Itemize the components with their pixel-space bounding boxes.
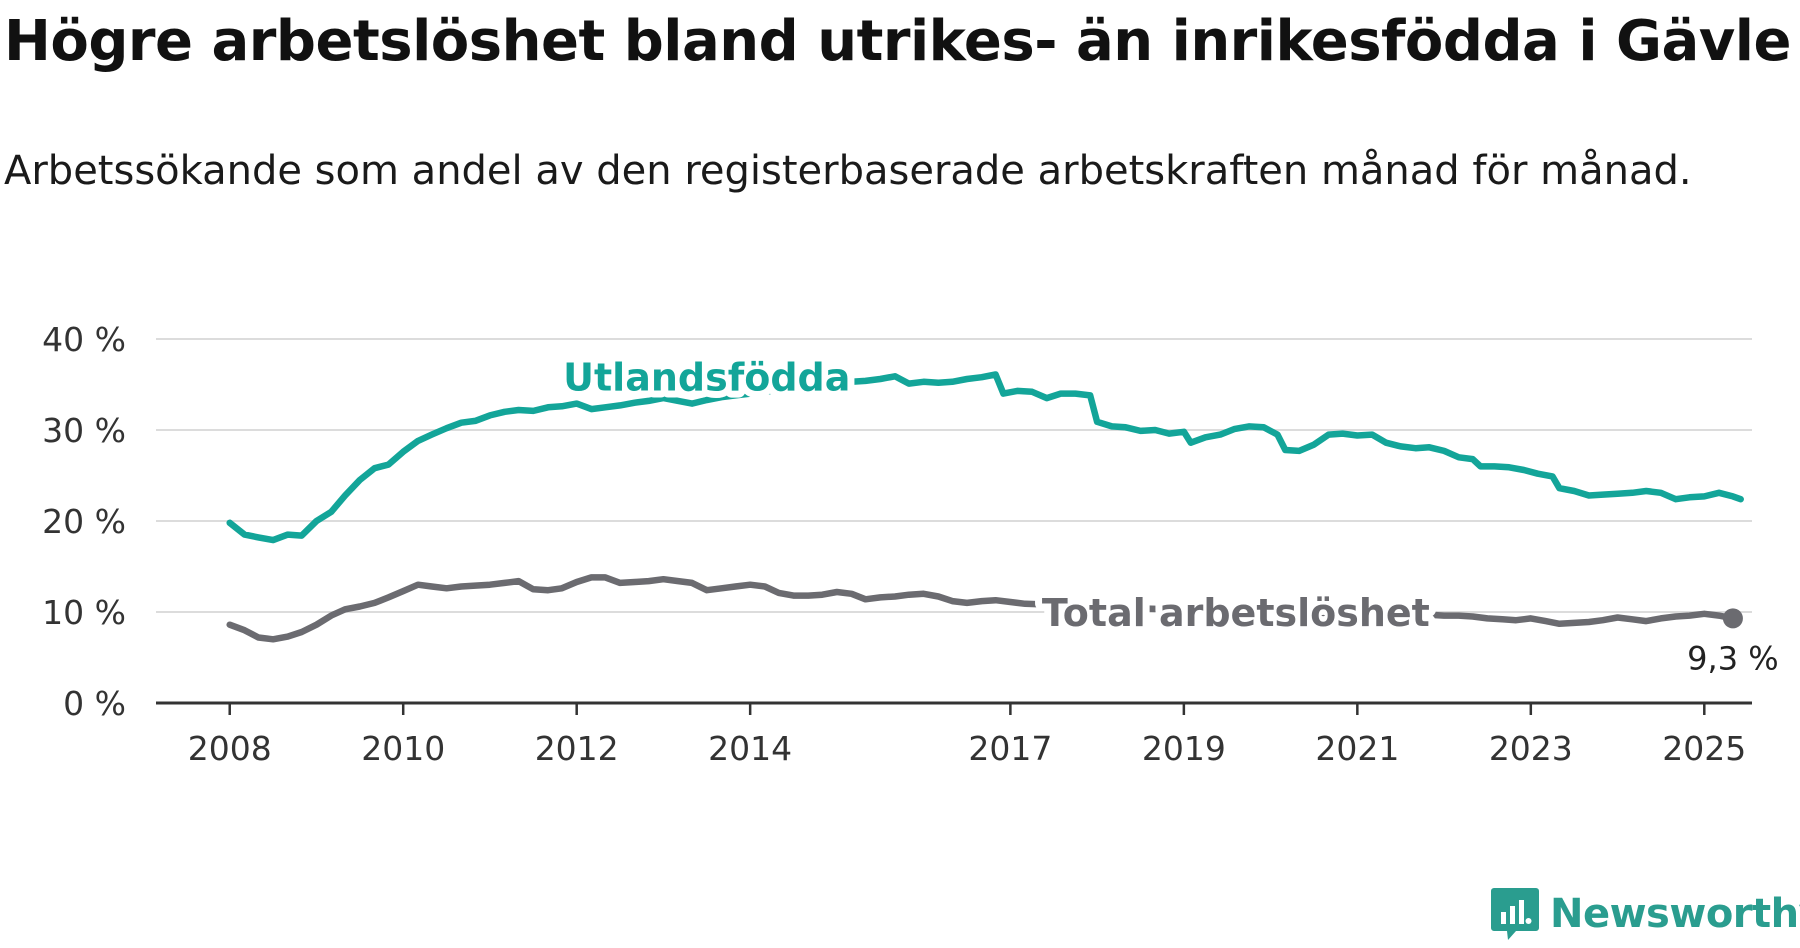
x-tick-label: 2010 [361,729,445,768]
x-tick-label: 2023 [1489,729,1573,768]
x-tick-label: 2012 [535,729,619,768]
y-tick-label: 20 % [42,502,126,541]
series-label-total: Total arbetslöshet [1042,591,1430,635]
gridlines [156,338,1752,613]
series [226,371,1744,643]
y-tick-label: 40 % [42,320,126,359]
y-tick-label: 10 % [42,593,126,632]
series-line-total [226,574,1737,643]
x-tick-label: 2017 [968,729,1052,768]
brand-name: Newsworthy [1550,891,1800,937]
y-tick-label: 0 % [63,684,126,723]
chart-title: Högre arbetslöshet bland utrikes- än inr… [4,9,1791,74]
axes: 0 % 10 % 20 % 30 % 40 % 2008 2010 2012 2014 2017 2… [42,320,1752,768]
x-tick-label: 2025 [1662,729,1746,768]
labels: Utlandsfödda Total arbetslöshet 9,3 % [556,348,1778,677]
x-tick-label: 2014 [708,729,792,768]
series-label-utlandsfodda: Utlandsfödda [563,355,850,399]
y-tick-label: 30 % [42,411,126,450]
x-tick-label: 2019 [1142,729,1226,768]
end-point-marker [1722,608,1743,629]
chart-subtitle: Arbetssökande som andel av den registerb… [4,148,1692,194]
x-tick-label: 2021 [1315,729,1399,768]
series-line-utlandsfodda [226,371,1744,544]
newsworthy-logo-icon [1491,888,1539,940]
end-value-label: 9,3 % [1687,639,1778,677]
newsworthy-logo: Newsworthy [1490,886,1800,942]
x-tick-label: 2008 [188,729,272,768]
